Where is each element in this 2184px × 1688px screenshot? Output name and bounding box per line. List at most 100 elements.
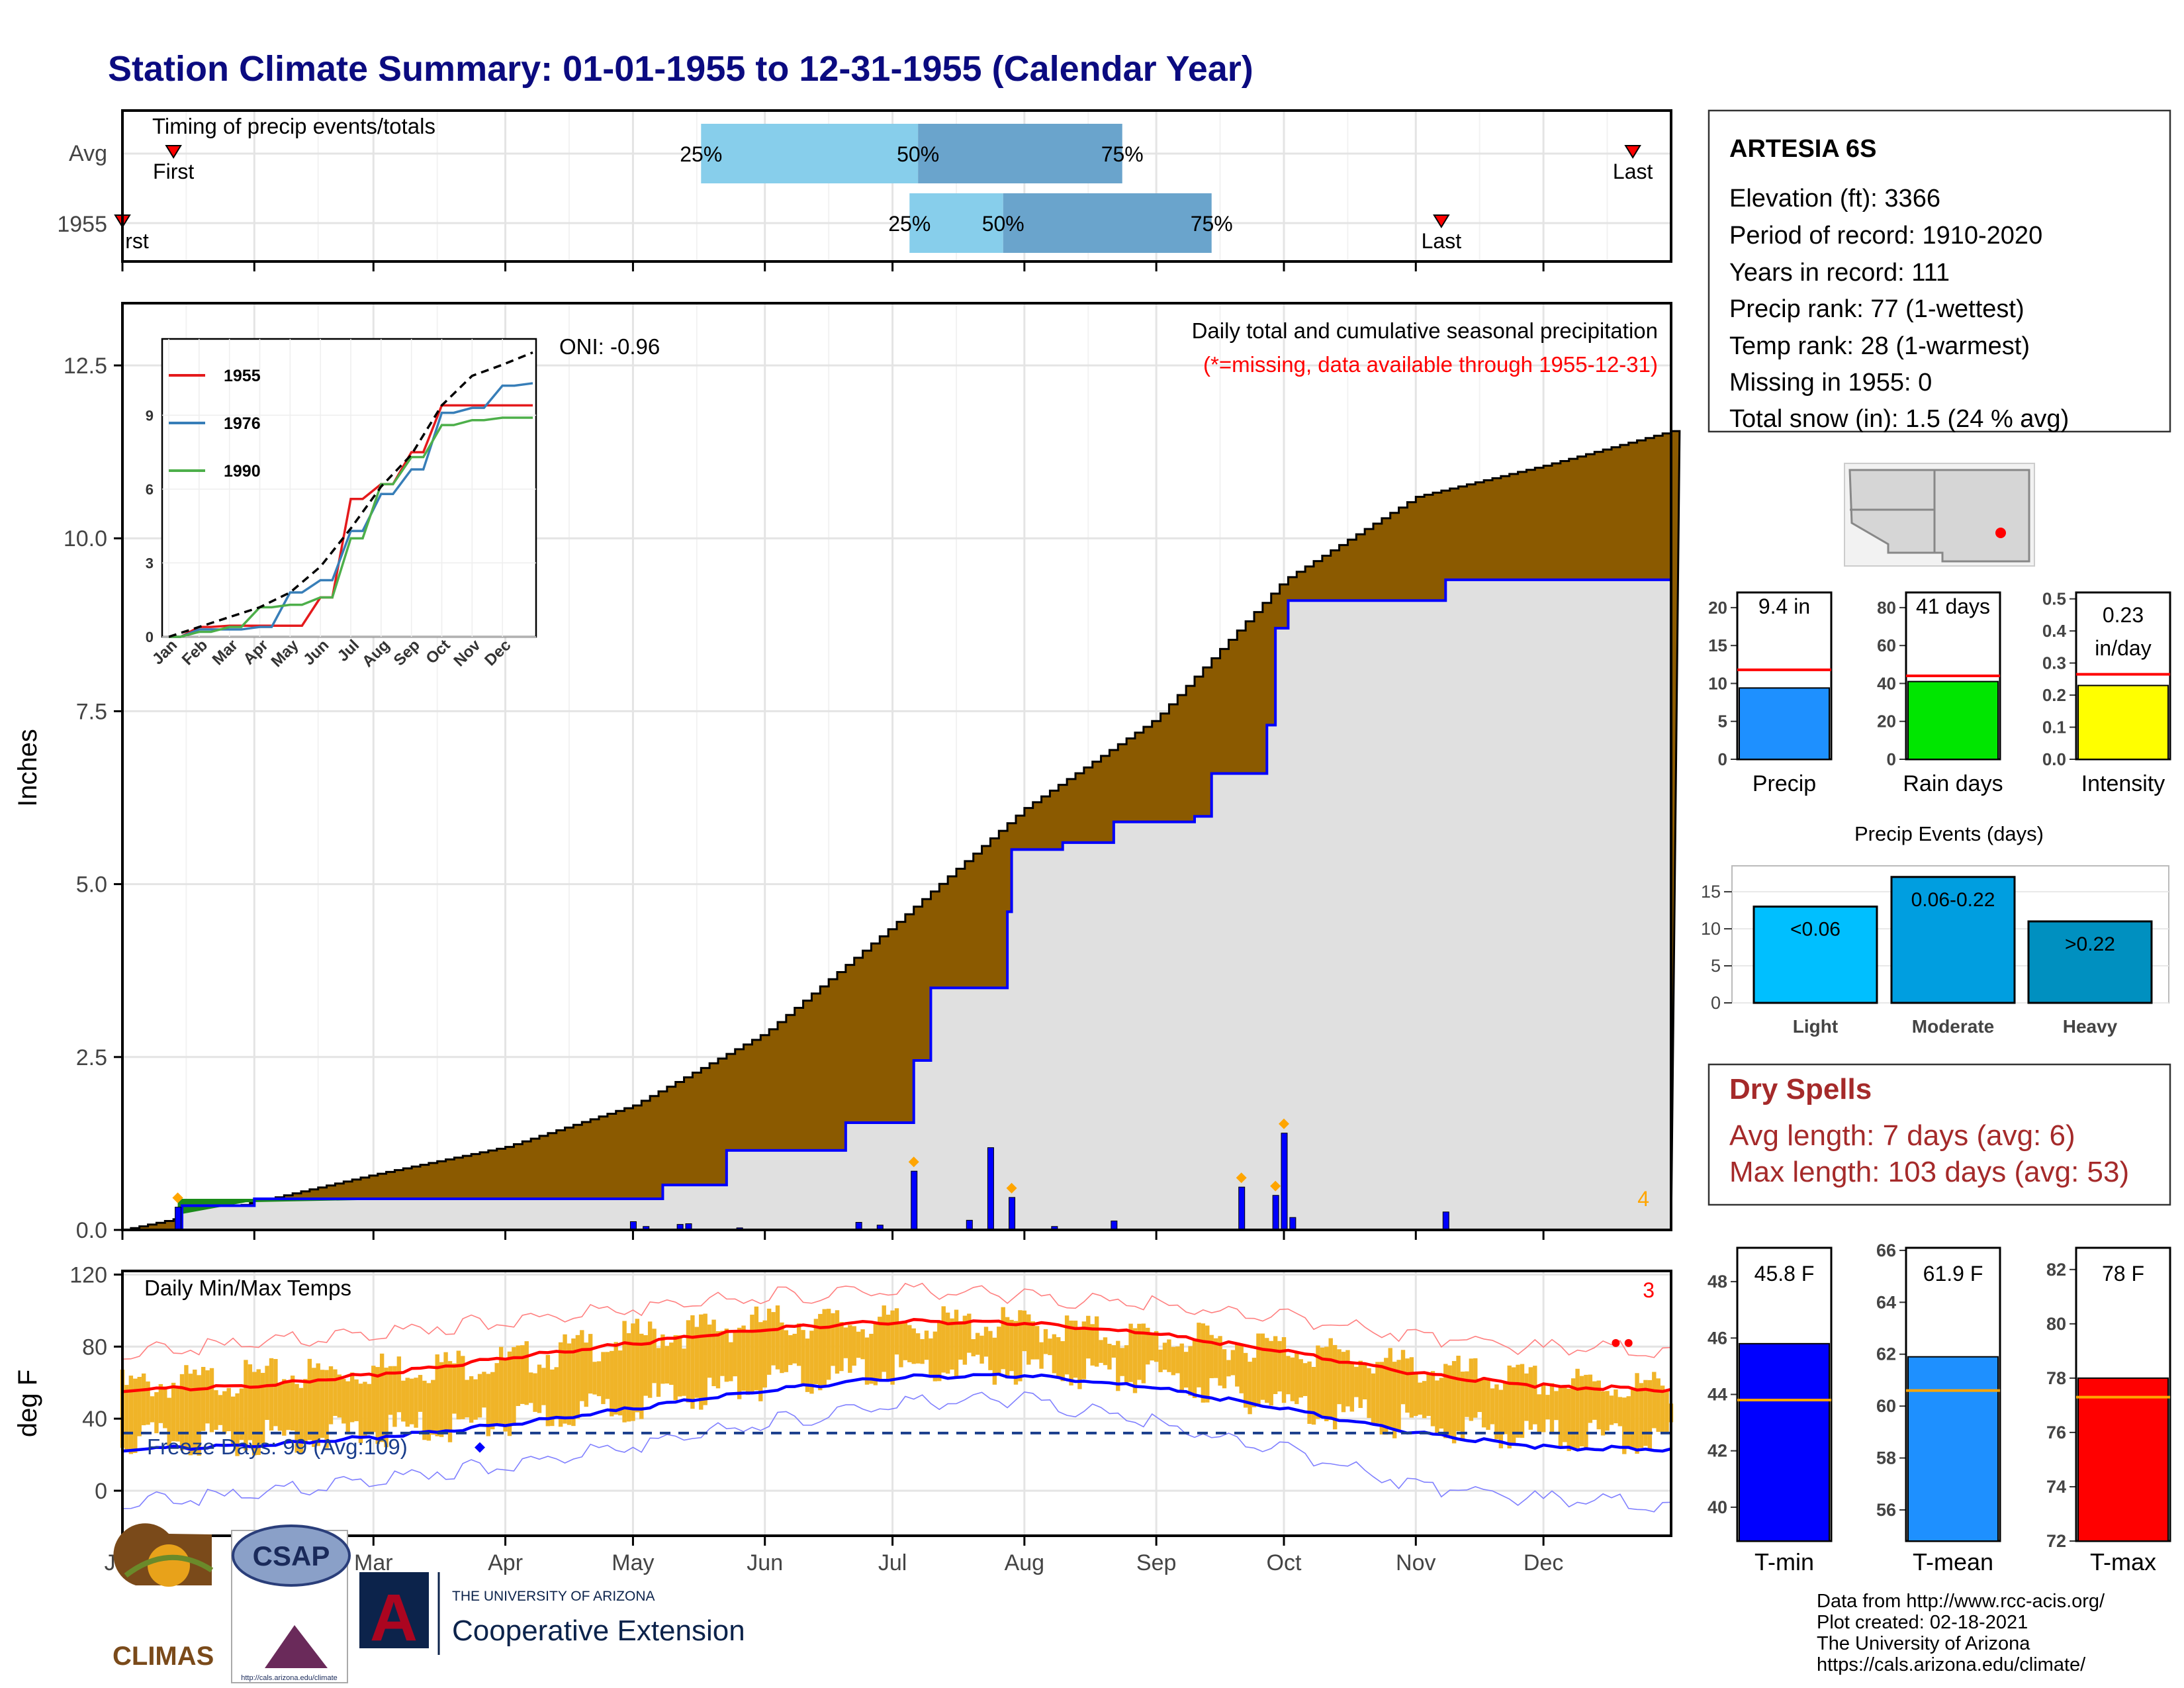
daily-temp-bar bbox=[788, 1335, 793, 1366]
daily-temp-bar bbox=[1179, 1343, 1184, 1393]
daily-temp-bar bbox=[494, 1363, 499, 1424]
mini-bar-ytick-label: 0.0 bbox=[2042, 749, 2066, 769]
daily-temp-bar bbox=[1197, 1323, 1201, 1387]
daily-temp-bar bbox=[1362, 1364, 1367, 1400]
daily-temp-bar bbox=[1617, 1397, 1623, 1427]
daily-temp-bar bbox=[1120, 1348, 1124, 1376]
daily-temp-bar bbox=[1516, 1364, 1520, 1438]
daily-temp-bar bbox=[601, 1352, 606, 1405]
daily-temp-bar bbox=[784, 1330, 789, 1372]
daily-temp-bar bbox=[303, 1379, 308, 1442]
daily-temp-bar bbox=[1643, 1380, 1648, 1446]
daily-temp-bar bbox=[175, 1385, 180, 1442]
daily-temp-bar bbox=[694, 1327, 700, 1398]
month-label: Nov bbox=[1396, 1550, 1435, 1575]
percentile-label: 75% bbox=[1101, 142, 1144, 166]
daily-temp-bar bbox=[482, 1372, 486, 1408]
daily-temp-bar bbox=[1099, 1340, 1103, 1363]
events-ytick-label: 5 bbox=[1711, 956, 1721, 976]
precip-yticks: 0.0 2.5 5.0 7.5 10.0 12.5 bbox=[64, 353, 122, 1243]
daily-temp-bar bbox=[813, 1319, 819, 1385]
daily-temp-bar bbox=[809, 1331, 814, 1394]
temp-bar-ytick-label: 58 bbox=[1876, 1448, 1896, 1468]
daily-temp-bar bbox=[473, 1379, 478, 1420]
daily-temp-bar bbox=[588, 1334, 593, 1394]
daily-temp-bar bbox=[214, 1390, 218, 1430]
last-event-label: Last bbox=[1613, 160, 1653, 183]
inset-legend-label: 1990 bbox=[224, 462, 261, 481]
daily-temp-bar bbox=[971, 1338, 976, 1356]
daily-temp-bar bbox=[179, 1374, 185, 1450]
daily-temp-bar bbox=[873, 1323, 878, 1385]
daily-temp-bar bbox=[639, 1333, 644, 1419]
inset-frame bbox=[161, 338, 537, 638]
daily-temp-bar bbox=[1358, 1360, 1363, 1408]
mini-bar-value-label: 41 days bbox=[1916, 594, 1990, 618]
daily-temp-bar bbox=[150, 1396, 155, 1423]
daily-temp-bar bbox=[1614, 1389, 1618, 1424]
daily-temp-bar bbox=[707, 1324, 712, 1378]
daily-temp-bar bbox=[682, 1348, 686, 1396]
precip-event-marker bbox=[172, 1192, 183, 1203]
daily-temp-bar bbox=[1588, 1374, 1593, 1423]
daily-temp-bar bbox=[1205, 1325, 1210, 1403]
daily-temp-bar bbox=[1154, 1331, 1159, 1362]
daily-temp-bar bbox=[1426, 1374, 1431, 1417]
daily-temp-bar bbox=[146, 1381, 150, 1425]
precip-panel-border bbox=[121, 302, 1672, 1231]
daily-temp-bar bbox=[282, 1379, 287, 1436]
daily-temp-bar bbox=[1349, 1363, 1355, 1412]
events-plot: 0 5 10 15 <0.06 Light 0.06-0.22 Moderate >0.22 He… bbox=[1701, 876, 2169, 1037]
temp-panel-border bbox=[121, 1270, 1672, 1537]
daily-temp-bar bbox=[1090, 1324, 1095, 1366]
precip-event-marker bbox=[1270, 1180, 1281, 1192]
daily-temp-bar bbox=[1052, 1334, 1057, 1374]
daily-temp-bar bbox=[1435, 1380, 1439, 1433]
daily-temp-bar bbox=[248, 1364, 253, 1440]
daily-temp-bar bbox=[860, 1329, 865, 1360]
precip-event-marker bbox=[1279, 1118, 1289, 1129]
daily-temp-bar bbox=[128, 1376, 134, 1454]
percentile-label: 25% bbox=[888, 212, 931, 236]
daily-temp-bar bbox=[1124, 1345, 1129, 1384]
daily-temp-bar bbox=[954, 1309, 959, 1378]
events-bar-label: <0.06 bbox=[1790, 919, 1841, 941]
station-name: ARTESIA 6S bbox=[1729, 135, 1876, 163]
daily-temp-bar bbox=[1609, 1395, 1614, 1425]
daily-temp-bar bbox=[929, 1338, 933, 1378]
mini-bar-ytick-label: 20 bbox=[1708, 598, 1727, 618]
daily-temp-bar bbox=[256, 1369, 261, 1455]
daily-temp-bar bbox=[520, 1345, 525, 1404]
credit-line: The University of Arizona bbox=[1817, 1633, 2030, 1654]
daily-temp-bar bbox=[733, 1330, 737, 1377]
daily-temp-bar bbox=[1600, 1391, 1606, 1436]
daily-temp-bar bbox=[431, 1380, 435, 1435]
daily-temp-bar bbox=[507, 1351, 512, 1436]
daily-temp-bar bbox=[664, 1346, 670, 1384]
daily-temp-bar bbox=[512, 1347, 516, 1426]
mini-bar-ytick-label: 40 bbox=[1877, 673, 1896, 693]
dry-spells-max: Max length: 103 days (avg: 53) bbox=[1729, 1156, 2129, 1188]
precip-events-chart: Precip Events (days) 0 5 10 15 <0.06 Light 0.0… bbox=[1701, 822, 2169, 1037]
inset-ytick-label: 3 bbox=[146, 555, 154, 571]
credit-line: Plot created: 02-18-2021 bbox=[1817, 1612, 2028, 1633]
daily-temp-bar bbox=[239, 1388, 244, 1440]
daily-temp-bar bbox=[295, 1383, 299, 1453]
daily-temp-bar bbox=[660, 1334, 665, 1384]
mini-bar-ytick-label: 10 bbox=[1708, 673, 1727, 693]
ua-logo-line2: Cooperative Extension bbox=[452, 1615, 745, 1647]
temp-bar-ytick-label: 64 bbox=[1876, 1292, 1896, 1312]
daily-temp-bar bbox=[1396, 1360, 1401, 1432]
daily-temp-bar bbox=[405, 1378, 410, 1427]
temp-bar-ytick-label: 72 bbox=[2046, 1531, 2066, 1551]
inset-legend-label: 1976 bbox=[224, 414, 261, 433]
daily-temp-bar bbox=[197, 1375, 201, 1456]
events-bar bbox=[2027, 920, 2153, 1004]
climas-logo-sun bbox=[148, 1544, 190, 1587]
daily-temp-bar bbox=[724, 1329, 729, 1382]
daily-temp-bar bbox=[652, 1329, 657, 1383]
daily-precip-bar bbox=[1272, 1195, 1279, 1231]
daily-temp-bar bbox=[324, 1370, 329, 1448]
daily-temp-bar bbox=[924, 1331, 929, 1360]
daily-temp-bar bbox=[754, 1306, 759, 1391]
